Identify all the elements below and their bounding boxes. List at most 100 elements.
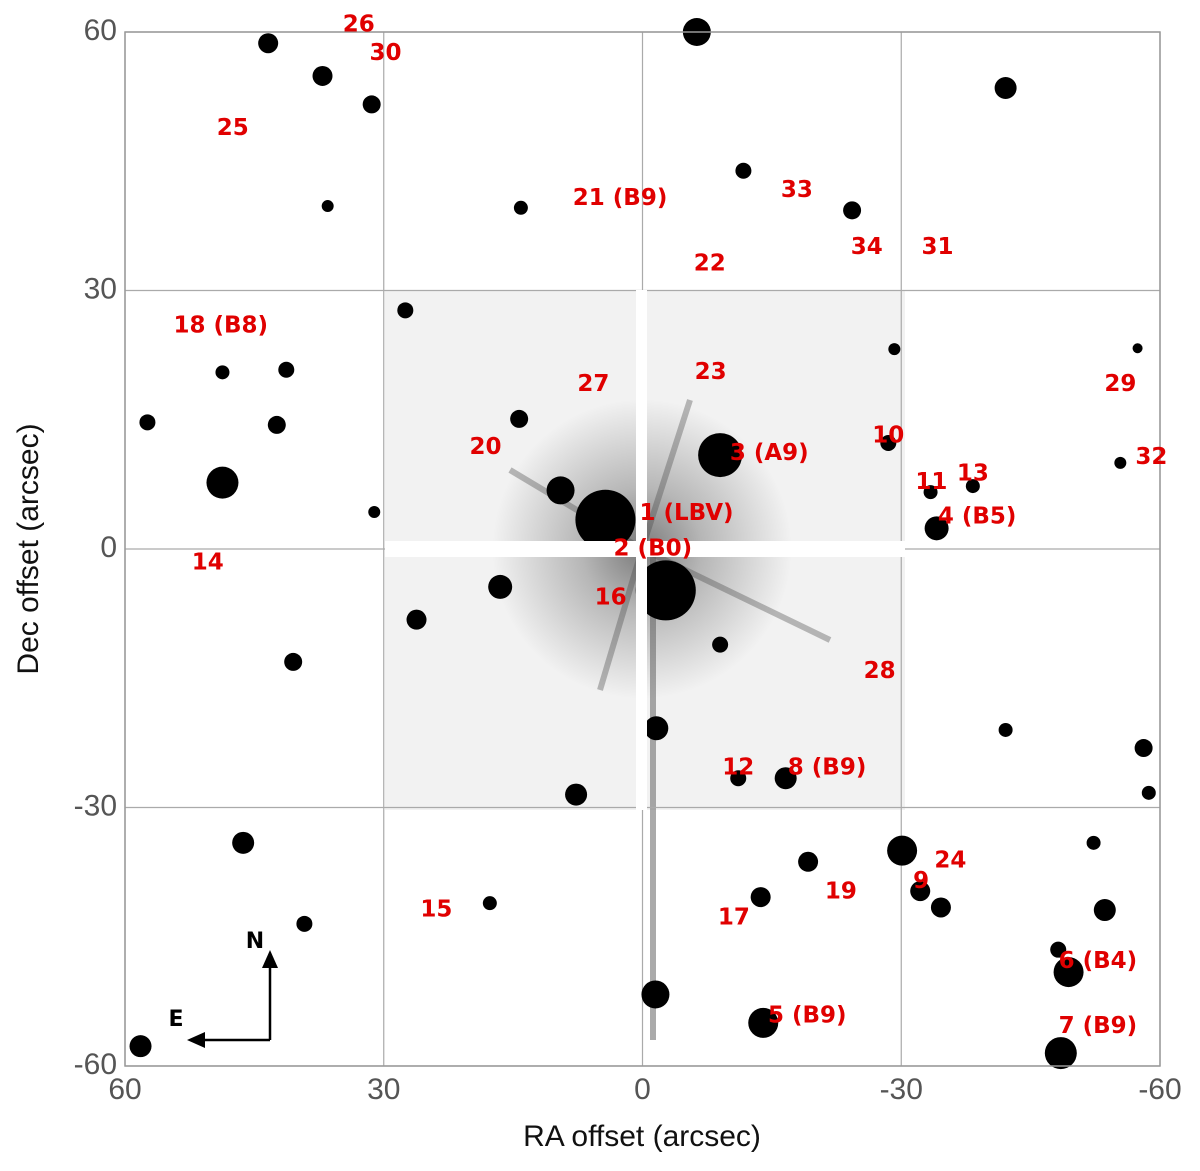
star: [1053, 957, 1084, 988]
star: [139, 414, 156, 431]
star-label: 17: [718, 904, 750, 930]
star: [312, 65, 333, 86]
star-label: 11: [915, 469, 947, 495]
star: [368, 505, 381, 518]
star: [575, 489, 636, 550]
arrow-head: [187, 1032, 205, 1048]
star-label: 7 (B9): [1059, 1013, 1138, 1039]
star-label: 20: [470, 434, 502, 460]
star: [843, 201, 862, 220]
star: [215, 365, 230, 380]
y-tick-label: 0: [100, 531, 117, 564]
star-label: 5 (B9): [768, 1003, 847, 1029]
star: [798, 851, 819, 872]
x-tick-label: -30: [880, 1073, 923, 1106]
star: [296, 915, 313, 932]
star: [924, 516, 949, 541]
star: [750, 887, 771, 908]
compass-east: E: [168, 1007, 183, 1032]
readout-streak: [650, 540, 656, 1040]
y-axis-label: Dec offset (arcsec): [12, 423, 45, 674]
star: [278, 361, 295, 378]
star-label: 25: [217, 115, 249, 141]
star-label: 26: [343, 12, 375, 38]
diffraction-spike: [508, 399, 832, 691]
star: [748, 1007, 779, 1038]
arrow-head: [262, 950, 278, 968]
star: [1141, 785, 1156, 800]
x-tick-label: 60: [108, 1073, 141, 1106]
x-tick-label: 0: [634, 1073, 651, 1106]
star-label: 28: [864, 658, 896, 684]
star-label: 8 (B9): [788, 754, 867, 780]
star-label: 23: [695, 359, 727, 385]
y-tick-label: 60: [84, 14, 117, 47]
stars: [129, 18, 1156, 1070]
star-label: 22: [694, 250, 726, 276]
star: [730, 770, 747, 787]
star: [698, 433, 743, 478]
star: [565, 783, 588, 806]
star-label: 31: [921, 234, 953, 260]
star-label: 10: [872, 423, 904, 449]
star: [910, 881, 931, 902]
star-label: 29: [1104, 371, 1136, 397]
star: [994, 77, 1017, 100]
star: [321, 200, 334, 213]
star-label: 30: [369, 40, 401, 66]
star: [965, 479, 980, 494]
star: [930, 897, 951, 918]
star-label: 32: [1135, 444, 1167, 470]
star: [267, 415, 286, 434]
star-label: 33: [781, 177, 813, 203]
cross-bar: [385, 541, 905, 557]
star: [546, 476, 575, 505]
star: [1044, 1037, 1077, 1070]
compass-north: N: [246, 929, 264, 954]
x-tick-label: 30: [367, 1073, 400, 1106]
star: [482, 896, 497, 911]
center-cross: [385, 290, 905, 810]
star-label: 3 (A9): [730, 440, 809, 466]
star: [998, 722, 1013, 737]
star: [1132, 343, 1143, 354]
star: [888, 343, 901, 356]
star-label: 9: [913, 868, 929, 894]
star: [712, 636, 729, 653]
x-tick-label: -60: [1138, 1073, 1181, 1106]
star-label: 15: [420, 897, 452, 923]
star: [887, 835, 918, 866]
star: [1086, 835, 1101, 850]
star: [1093, 899, 1116, 922]
star: [644, 716, 669, 741]
y-tick-label: 30: [84, 272, 117, 305]
star-label: 24: [934, 847, 966, 873]
star: [1050, 941, 1067, 958]
star-label: 19: [825, 878, 857, 904]
star-label: 2 (B0): [614, 536, 693, 562]
star: [232, 831, 255, 854]
star: [513, 200, 528, 215]
star: [1114, 456, 1127, 469]
star: [735, 162, 752, 179]
star: [284, 652, 303, 671]
star-label: 21 (B9): [573, 185, 668, 211]
star: [206, 466, 239, 499]
star: [923, 485, 938, 500]
star: [774, 767, 797, 790]
star: [635, 560, 696, 621]
star: [510, 409, 529, 428]
star: [129, 1035, 152, 1058]
star: [641, 980, 670, 1009]
y-tick-label: -60: [74, 1048, 117, 1081]
compass: N E: [168, 929, 278, 1048]
star-label: 6 (B4): [1059, 948, 1138, 974]
star: [362, 95, 381, 114]
x-axis-label: RA offset (arcsec): [523, 1120, 761, 1153]
star-label: 18 (B8): [173, 312, 268, 338]
plot-frame: [124, 31, 1161, 1067]
star-label: 14: [192, 549, 224, 575]
